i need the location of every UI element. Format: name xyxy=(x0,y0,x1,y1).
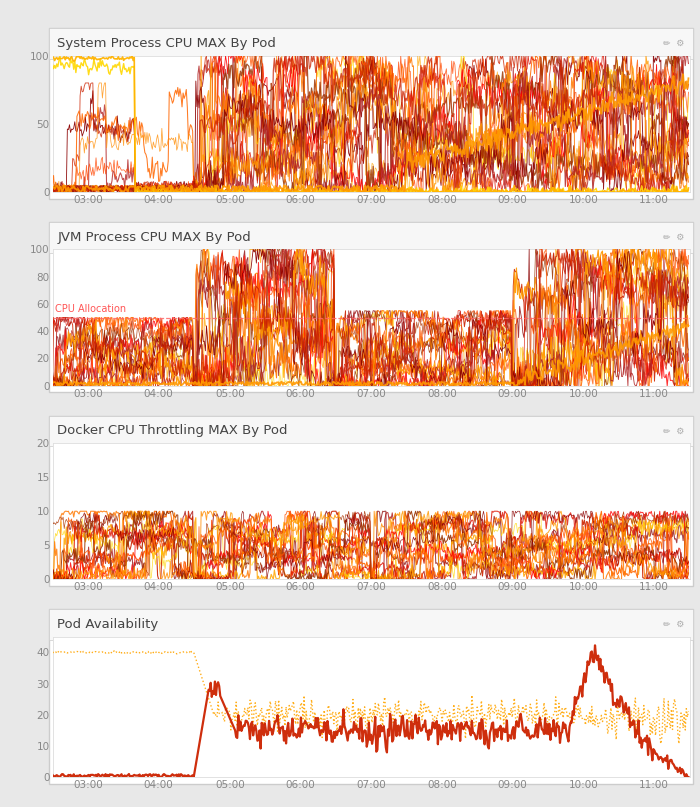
Text: ✏  ⚙: ✏ ⚙ xyxy=(663,232,685,242)
Text: ✏  ⚙: ✏ ⚙ xyxy=(663,620,685,629)
Text: Docker CPU Throttling MAX By Pod: Docker CPU Throttling MAX By Pod xyxy=(57,424,288,437)
Text: Pod Availability: Pod Availability xyxy=(57,618,159,631)
Text: System Process CPU MAX By Pod: System Process CPU MAX By Pod xyxy=(57,37,276,50)
Text: ✏  ⚙: ✏ ⚙ xyxy=(663,39,685,48)
Text: ✏  ⚙: ✏ ⚙ xyxy=(663,426,685,436)
Text: CPU Allocation: CPU Allocation xyxy=(55,304,126,314)
Text: JVM Process CPU MAX By Pod: JVM Process CPU MAX By Pod xyxy=(57,231,251,244)
